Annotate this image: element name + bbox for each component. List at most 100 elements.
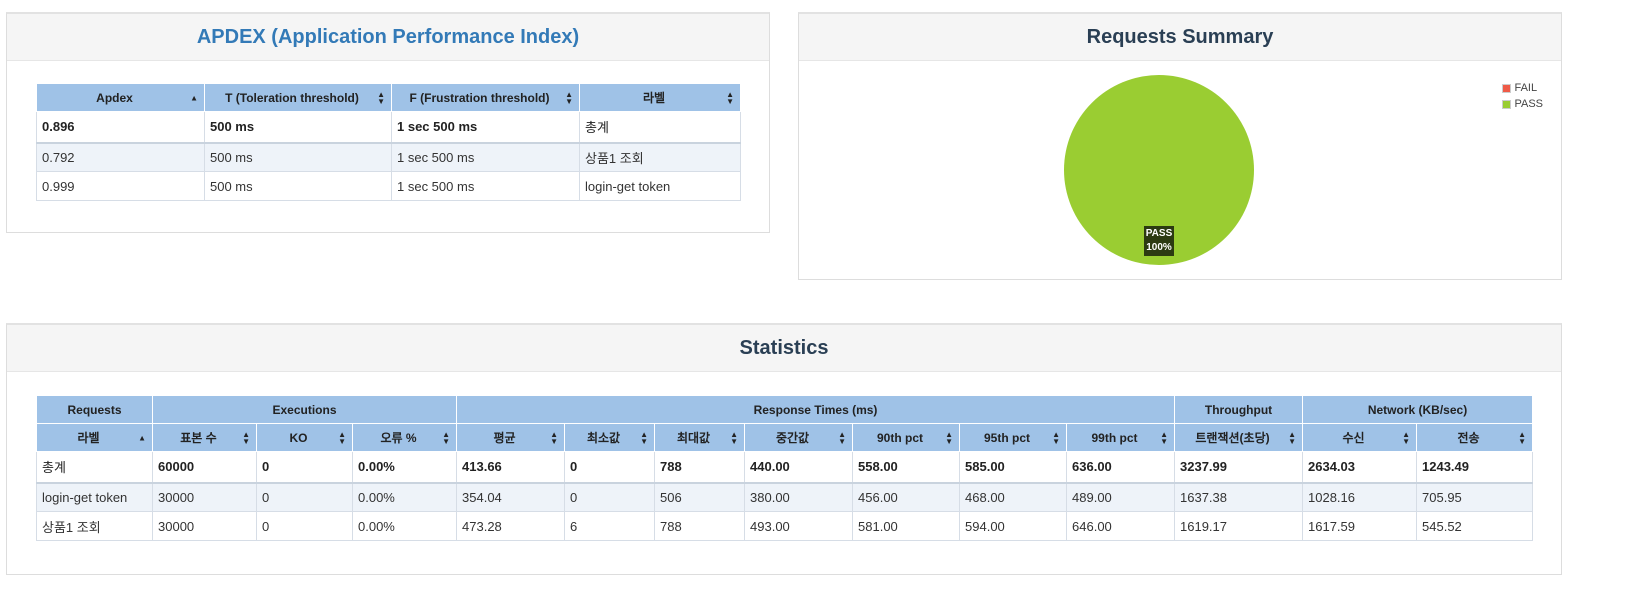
legend-item-fail[interactable]: FAIL: [1502, 80, 1543, 96]
stats-cell: 0: [256, 451, 353, 484]
sort-icon: ▲ ▼: [730, 429, 739, 446]
pie-slice-pass[interactable]: [1064, 75, 1254, 265]
statistics-table: Requests Executions Response Times (ms) …: [36, 395, 1534, 541]
stats-cell: 6: [564, 511, 656, 541]
legend-label: FAIL: [1514, 82, 1538, 94]
sort-asc-icon: ▲: [138, 433, 146, 442]
stats-cell: 0.00%: [351, 511, 458, 541]
sort-asc-icon: ▲: [190, 93, 198, 102]
pie-label-name: PASS: [1145, 228, 1173, 239]
stats-cell: 788: [654, 511, 746, 541]
stats-cell: 585.00: [959, 451, 1068, 484]
legend-label: PASS: [1514, 98, 1543, 110]
stats-cell: 1617.59: [1302, 511, 1418, 541]
stats-cell: 1619.17: [1174, 511, 1304, 541]
stats-cell: 413.66: [456, 451, 566, 484]
pie-legend: FAIL PASS: [1502, 80, 1543, 112]
stats-col-header[interactable]: 90th pct ▲ ▼: [852, 423, 961, 452]
table-row: 0.896 500 ms 1 sec 500 ms 총계: [36, 111, 741, 144]
apdex-cell: 1 sec 500 ms: [391, 111, 580, 144]
stats-cell: 60000: [152, 451, 257, 484]
stats-cell: 468.00: [959, 482, 1068, 512]
stats-col-header[interactable]: KO ▲ ▼: [256, 423, 353, 452]
stats-col-header[interactable]: 수신 ▲ ▼: [1302, 423, 1418, 452]
apdex-cell: 500 ms: [204, 171, 392, 201]
sort-icon: ▲ ▼: [550, 429, 559, 446]
stats-cell: 493.00: [744, 511, 854, 541]
apdex-cell: 500 ms: [204, 142, 392, 172]
stats-cell: 489.00: [1066, 482, 1176, 512]
stats-cell: login-get token: [36, 482, 153, 512]
stats-cell: 506: [654, 482, 746, 512]
pie-slice-label: PASS 100%: [1144, 226, 1174, 256]
apdex-cell: 0.896: [36, 111, 205, 144]
stats-col-header[interactable]: 오류 % ▲ ▼: [351, 423, 458, 452]
stats-col-header[interactable]: 라벨 ▲: [36, 423, 153, 452]
stats-col-header[interactable]: 전송 ▲ ▼: [1416, 423, 1534, 452]
stats-cell: 456.00: [852, 482, 961, 512]
sort-icon: ▲ ▼: [565, 89, 573, 106]
stats-col-header[interactable]: 표본 수 ▲ ▼: [152, 423, 257, 452]
sort-icon: ▲ ▼: [377, 89, 385, 106]
table-row: 총계 60000 0 0.00% 413.66 0 788 440.00 558.00 585.0…: [36, 451, 1534, 484]
stats-cell: 0: [256, 482, 353, 512]
stats-cell: 473.28: [456, 511, 566, 541]
stats-cell: 0: [564, 451, 656, 484]
table-row: login-get token 30000 0 0.00% 354.04 0 506 380.…: [36, 482, 1534, 512]
apdex-cell: 1 sec 500 ms: [391, 171, 580, 201]
stats-col-header[interactable]: 평균 ▲ ▼: [456, 423, 566, 452]
sort-icon: ▲ ▼: [1052, 429, 1061, 446]
stats-cell: 1637.38: [1174, 482, 1304, 512]
sort-icon: ▲ ▼: [726, 89, 734, 106]
stats-cell: 1243.49: [1416, 451, 1534, 484]
sort-icon: ▲ ▼: [1402, 429, 1411, 446]
sort-icon: ▲ ▼: [1518, 429, 1527, 446]
apdex-panel: APDEX (Application Performance Index) Ap…: [6, 12, 770, 233]
apdex-title: APDEX (Application Performance Index): [7, 14, 769, 61]
statistics-panel: Statistics Requests Executions Response …: [6, 323, 1562, 575]
stats-cell: 646.00: [1066, 511, 1176, 541]
apdex-col-apdex[interactable]: Apdex ▲: [36, 83, 205, 112]
stats-cell: 총계: [36, 451, 153, 484]
legend-swatch-fail: [1502, 83, 1512, 93]
stats-cell: 상품1 조회: [36, 511, 153, 541]
group-header-requests: Requests: [36, 395, 153, 424]
group-header-network: Network (KB/sec): [1302, 395, 1534, 424]
apdex-cell: login-get token: [579, 171, 741, 201]
stats-cell: 0: [256, 511, 353, 541]
statistics-title: Statistics: [7, 325, 1561, 372]
stats-col-header[interactable]: 99th pct ▲ ▼: [1066, 423, 1176, 452]
stats-cell: 0.00%: [351, 451, 458, 484]
apdex-col-label[interactable]: 라벨 ▲ ▼: [579, 83, 741, 112]
sort-icon: ▲ ▼: [242, 429, 250, 446]
stats-cell: 3237.99: [1174, 451, 1304, 484]
stats-cell: 0: [564, 482, 656, 512]
apdex-col-frustration[interactable]: F (Frustration threshold) ▲ ▼: [391, 83, 580, 112]
stats-col-header[interactable]: 최소값 ▲ ▼: [564, 423, 656, 452]
legend-swatch-pass: [1502, 99, 1512, 109]
requests-summary-panel: Requests Summary PASS 100% FAIL PASS: [798, 12, 1562, 280]
group-header-response-times: Response Times (ms): [456, 395, 1176, 424]
apdex-cell: 상품1 조회: [579, 142, 741, 172]
requests-pie-chart: [1064, 75, 1254, 265]
sort-icon: ▲ ▼: [338, 429, 346, 446]
stats-col-header[interactable]: 트랜잭션(초당) ▲ ▼: [1174, 423, 1304, 452]
table-row: 상품1 조회 30000 0 0.00% 473.28 6 788 493.00 581.00 5…: [36, 511, 1534, 541]
requests-summary-title: Requests Summary: [799, 14, 1561, 61]
table-row: 0.999 500 ms 1 sec 500 ms login-get toke…: [36, 171, 741, 201]
table-row: 0.792 500 ms 1 sec 500 ms 상품1 조회: [36, 142, 741, 172]
stats-cell: 581.00: [852, 511, 961, 541]
stats-col-header[interactable]: 중간값 ▲ ▼: [744, 423, 854, 452]
stats-cell: 788: [654, 451, 746, 484]
group-header-throughput: Throughput: [1174, 395, 1304, 424]
stats-cell: 1028.16: [1302, 482, 1418, 512]
stats-cell: 636.00: [1066, 451, 1176, 484]
stats-col-header[interactable]: 95th pct ▲ ▼: [959, 423, 1068, 452]
sort-icon: ▲ ▼: [442, 429, 451, 446]
stats-col-header[interactable]: 최대값 ▲ ▼: [654, 423, 746, 452]
legend-item-pass[interactable]: PASS: [1502, 96, 1543, 112]
apdex-col-toleration[interactable]: T (Toleration threshold) ▲ ▼: [204, 83, 392, 112]
stats-cell: 594.00: [959, 511, 1068, 541]
stats-cell: 558.00: [852, 451, 961, 484]
stats-cell: 380.00: [744, 482, 854, 512]
